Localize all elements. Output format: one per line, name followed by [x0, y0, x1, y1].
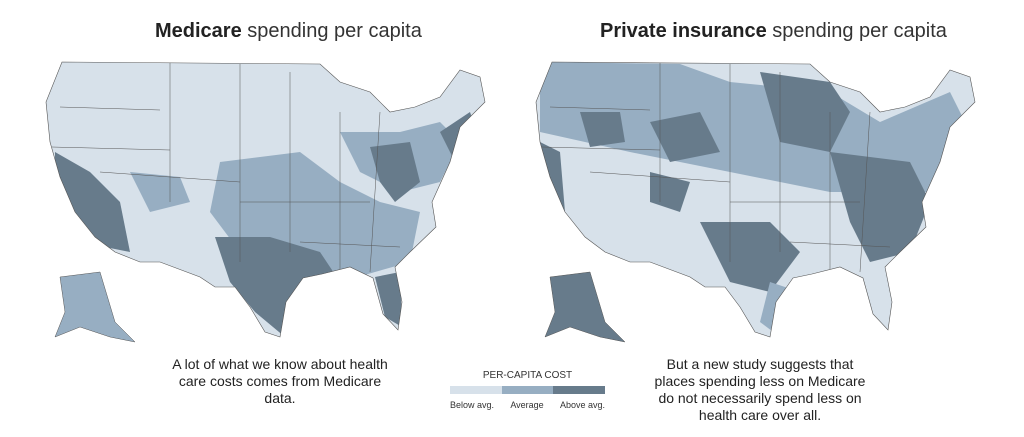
legend-swatch-average — [501, 386, 554, 394]
legend-label-below: Below avg. — [450, 400, 495, 410]
title-bold: Private insurance — [600, 20, 767, 42]
title-rest: spending per capita — [241, 20, 422, 42]
alaska — [54, 271, 136, 343]
private-insurance-map — [535, 61, 976, 343]
legend-label-above: Above avg. — [559, 400, 605, 410]
legend-swatch-above — [553, 386, 606, 394]
private-caption: But a new study suggests that places spe… — [654, 356, 866, 423]
legend-label-average: Average — [510, 400, 544, 410]
legend: PER-CAPITA COST Below avg. Average Above… — [450, 370, 606, 410]
medicare-caption: A lot of what we know about health care … — [172, 356, 388, 406]
legend-bar — [450, 386, 606, 394]
legend-title: PER-CAPITA COST — [482, 370, 573, 381]
private-map-title: Private insurance spending per capita — [600, 20, 947, 43]
alaska — [544, 271, 626, 343]
title-bold: Medicare — [155, 20, 242, 42]
medicare-map — [45, 61, 486, 343]
title-rest: spending per capita — [766, 20, 947, 42]
legend-swatch-below — [450, 386, 502, 394]
medicare-map-title: Medicare spending per capita — [155, 20, 422, 43]
